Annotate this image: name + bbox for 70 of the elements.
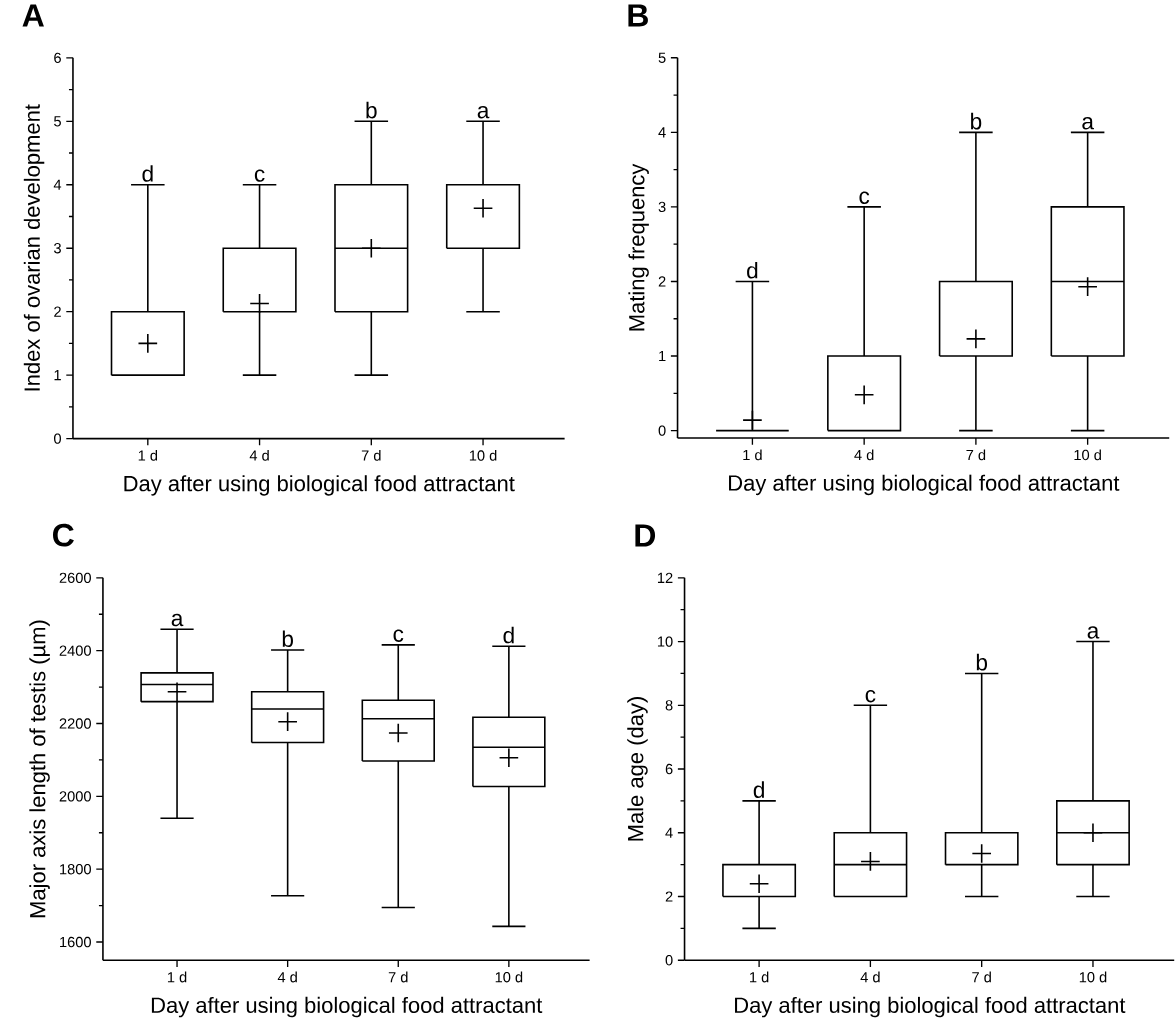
annotation: b: [976, 653, 988, 671]
y-axis-title: Major axis length of testis (µm): [29, 620, 50, 918]
x-axis-title: Day after using biological food attractant: [151, 996, 543, 1018]
chart-title: C: [53, 523, 74, 547]
x-axis-title: Day after using biological food attractant: [124, 475, 515, 496]
annotation: d: [142, 165, 153, 182]
x-tick-label: 4 d: [860, 971, 880, 983]
x-tick-label: 7 d: [972, 971, 991, 983]
y-tick-label: 1: [659, 350, 666, 361]
y-axis-title: Index of ovarian development: [23, 104, 45, 391]
y-tick-label: 0: [54, 433, 61, 444]
x-tick-label: 1 d: [138, 449, 158, 461]
annotation: d: [753, 781, 764, 798]
y-tick-label: 4: [658, 127, 666, 138]
x-tick-label: 1 d: [167, 971, 187, 983]
y-tick-label: 1800: [60, 863, 91, 875]
annotation: d: [503, 626, 514, 644]
x-tick-label: 4 d: [277, 971, 297, 983]
y-tick-label: 2000: [59, 791, 91, 802]
x-tick-label: 7 d: [966, 449, 986, 461]
x-tick-label: 7 d: [388, 971, 408, 983]
x-tick-label: 1 d: [750, 971, 769, 983]
annotation: c: [859, 191, 870, 204]
y-tick-label: 2: [665, 891, 673, 902]
annotation: c: [393, 629, 404, 642]
x-tick-label: 10 d: [1079, 971, 1107, 983]
x-tick-label: 10 d: [495, 971, 523, 983]
y-tick-label: 4: [53, 179, 62, 190]
y-tick-label: 0: [658, 425, 666, 436]
x-tick-label: 4 d: [854, 449, 874, 461]
y-tick-label: 2: [54, 306, 61, 317]
y-tick-label: 2600: [59, 572, 91, 583]
y-tick-label: 4: [665, 827, 673, 838]
y-tick-label: 5: [658, 52, 666, 63]
annotation: d: [747, 261, 758, 279]
y-axis-title: Mating frequency: [628, 163, 649, 331]
chart-title: D: [635, 524, 656, 547]
annotation: c: [254, 169, 265, 182]
y-tick-label: 0: [665, 954, 673, 966]
y-tick-label: 8: [665, 700, 673, 711]
x-axis-title: Day after using biological food attractant: [729, 474, 1120, 496]
annotation: b: [366, 101, 377, 119]
annotation: c: [865, 689, 876, 703]
y-tick-label: 1600: [60, 936, 91, 948]
chart-title: B: [628, 4, 648, 27]
y-axis-title: Male age (day): [627, 697, 648, 841]
annotation: a: [1082, 116, 1094, 130]
y-tick-label: 3: [54, 242, 61, 254]
annotation: b: [282, 630, 293, 647]
y-tick-label: 2200: [59, 718, 91, 729]
annotation: a: [477, 105, 490, 119]
x-tick-label: 1 d: [743, 449, 762, 461]
y-tick-label: 3: [658, 201, 666, 213]
x-tick-label: 7 d: [361, 449, 381, 461]
y-tick-label: 12: [657, 572, 673, 583]
x-axis-title: Day after using biological food attractant: [735, 996, 1126, 1018]
annotation: a: [171, 613, 184, 627]
annotation: b: [971, 112, 982, 130]
y-tick-label: 6: [54, 52, 61, 63]
y-tick-label: 2400: [59, 645, 91, 656]
y-tick-label: 1: [54, 370, 61, 381]
annotation: a: [1087, 626, 1100, 639]
x-tick-label: 4 d: [249, 449, 269, 461]
y-tick-label: 5: [54, 116, 61, 127]
y-tick-label: 2: [658, 276, 666, 287]
y-tick-label: 6: [665, 763, 673, 775]
chart-title: A: [22, 4, 44, 27]
x-tick-label: 10 d: [469, 449, 497, 461]
x-tick-label: 10 d: [1074, 449, 1101, 461]
y-tick-label: 10: [657, 636, 673, 647]
